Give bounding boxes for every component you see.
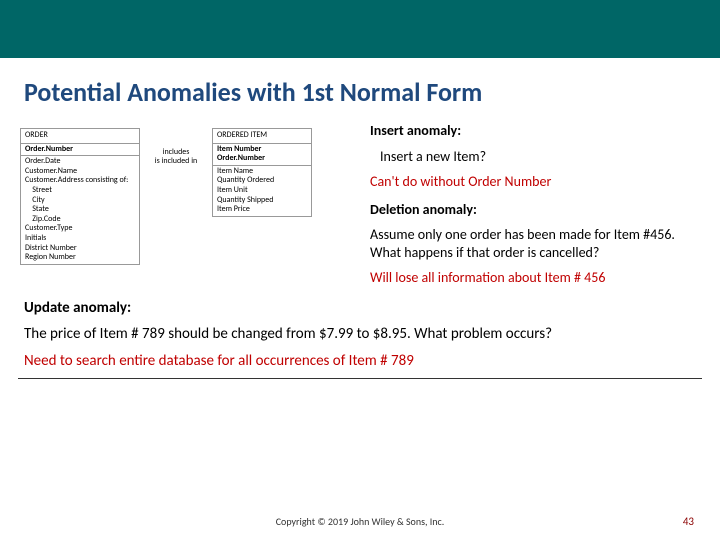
divider bbox=[18, 378, 702, 379]
update-text: The price of Item # 789 should be change… bbox=[24, 325, 696, 345]
key: Order.Number bbox=[25, 145, 135, 155]
entity-order: ORDER Order.Number Order.Date Customer.N… bbox=[20, 128, 140, 265]
entity-diagram: ORDER Order.Number Order.Date Customer.N… bbox=[20, 122, 360, 295]
slide-title: Potential Anomalies with 1st Normal Form bbox=[0, 58, 720, 112]
entity-ordered-item-keys: Item Number Order.Number bbox=[213, 144, 311, 166]
deletion-text: Assume only one order has been made for … bbox=[370, 226, 700, 261]
entity-ordered-item: ORDERED ITEM Item Number Order.Number It… bbox=[212, 128, 312, 217]
update-anomaly-label: Update anomaly: bbox=[24, 299, 696, 319]
entity-order-keys: Order.Number bbox=[21, 144, 139, 157]
top-bar bbox=[0, 0, 720, 58]
insert-question: Insert a new Item? bbox=[370, 148, 700, 166]
entity-ordered-item-attrs: Item Name Quantity Ordered Item Unit Qua… bbox=[213, 166, 311, 216]
page-number: 43 bbox=[683, 515, 694, 528]
entity-ordered-item-name: ORDERED ITEM bbox=[213, 129, 311, 144]
update-answer: Need to search entire database for all o… bbox=[24, 352, 696, 372]
insert-anomaly-label: Insert anomaly: bbox=[370, 122, 700, 140]
key: Order.Number bbox=[217, 154, 307, 164]
copyright-footer: Copyright © 2019 John Wiley & Sons, Inc. bbox=[0, 515, 720, 528]
deletion-answer: Will lose all information about Item # 4… bbox=[370, 269, 700, 287]
content-area: ORDER Order.Number Order.Date Customer.N… bbox=[0, 112, 720, 295]
bottom-section: Update anomaly: The price of Item # 789 … bbox=[0, 295, 720, 372]
relationship-label: includes is included in bbox=[146, 128, 206, 166]
right-column: Insert anomaly: Insert a new Item? Can't… bbox=[360, 122, 700, 295]
entity-order-attrs: Order.Date Customer.Name Customer.Addres… bbox=[21, 156, 139, 264]
attr: Item Price bbox=[217, 205, 307, 215]
deletion-anomaly-label: Deletion anomaly: bbox=[370, 201, 700, 219]
insert-answer: Can't do without Order Number bbox=[370, 173, 700, 191]
attr: Region Number bbox=[25, 253, 135, 263]
entity-order-name: ORDER bbox=[21, 129, 139, 144]
